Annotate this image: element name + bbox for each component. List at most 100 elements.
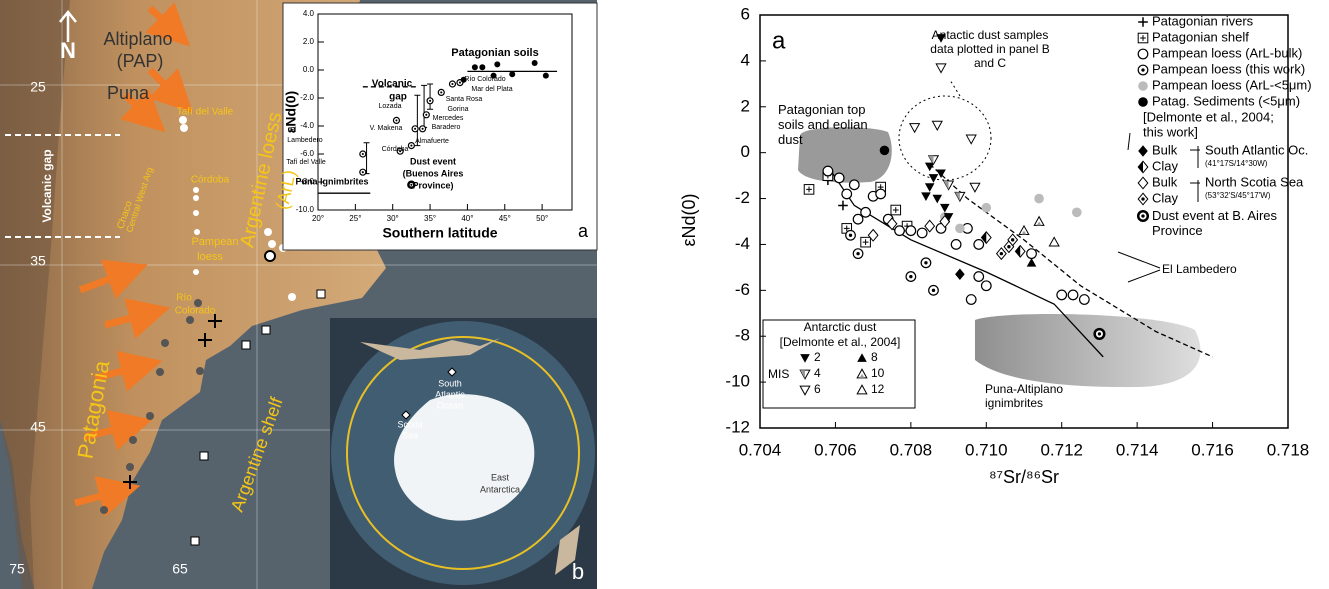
data-point [841,188,853,200]
x-tick-label: 30° [387,214,399,223]
legend-label: Dust event at B. Aires Province [1152,208,1278,238]
marker-part [1078,294,1090,305]
map-label: (PAP) [117,51,164,71]
marker-part [460,76,467,83]
data-point [1026,248,1037,260]
data-point [396,147,404,155]
marker-part [1011,238,1015,242]
y-tick-label: -4 [735,234,750,253]
data-point [857,353,867,362]
marker-part [843,225,850,232]
data-point [1014,244,1026,258]
annotation: Patagonian top soils and eolian dust [778,102,868,147]
x-tick-label: 25° [349,214,361,223]
north-arrow [59,9,77,42]
data-point [943,213,954,222]
marker-part [490,72,497,79]
annotation: Mercedes [433,115,464,122]
x-tick-label: 40° [461,214,473,223]
y-tick-label: 4 [741,50,750,69]
marker-part [980,280,992,292]
y-tick-label: -2.0 [300,93,314,102]
marker-part [458,81,461,84]
data-point [856,384,868,395]
marker-part [932,194,943,204]
legend-group: North Scotia Sea [1205,174,1304,189]
marker-part [879,145,890,156]
data-point [973,271,985,282]
x-tick-label: 0.704 [739,440,782,459]
marker-part [859,374,865,378]
data-point [411,125,419,133]
annotation: Córdoba [382,146,409,153]
y-tick-label: -10.0 [296,205,315,214]
data-point [890,204,902,216]
data-point [916,227,928,239]
y-tick-label: -12 [725,417,750,436]
map-label: Altiplano [103,29,172,49]
data-point [1093,327,1106,340]
antarctic-legend-label: 12 [871,382,885,396]
y-tick-label: -8 [735,326,750,345]
legend-group-sub: (53°32'S/45°17'W) [1205,191,1271,200]
data-point [920,257,932,269]
marker-part [399,150,402,153]
data-point [392,116,401,125]
data-point [1136,209,1150,223]
y-axis-label: εNd(0) [283,91,299,133]
marker-part [1007,245,1011,249]
marker-part [1137,176,1149,190]
plot-area [317,13,573,211]
data-point [940,203,950,213]
data-point [965,134,977,145]
data-point [833,172,845,184]
marker-part [440,91,443,94]
globe-label: East [491,472,510,482]
marker-part [1138,97,1148,107]
data-point [867,228,879,242]
marker-part [1015,245,1021,258]
data-point [936,34,946,43]
x-tick-label: 35° [424,214,436,223]
plot-area [759,14,1289,429]
marker-part [856,251,860,256]
data-point [460,76,467,83]
data-point [924,183,935,192]
data-point [927,155,940,166]
antarctic-label: MIS [768,367,789,381]
data-point [875,188,887,200]
annotation: Lozada [379,103,402,110]
marker-part [931,120,943,131]
marker-part [833,172,845,184]
marker-part [965,134,977,145]
marker-part [924,162,935,172]
annotation: Río Colorado [464,76,505,83]
data-point [980,280,992,292]
data-point [838,200,848,211]
data-point [969,182,981,193]
data-point [1018,224,1030,236]
data-point [359,150,367,158]
marker-part [867,228,879,242]
marker-part [361,152,364,156]
marker-part [935,63,947,74]
marker-part [822,165,834,177]
data-point [924,162,935,172]
marker-part [494,61,501,68]
marker-part [838,200,848,211]
data-point [490,72,497,79]
marker-part [924,219,936,233]
data-point [1137,160,1149,174]
wind-arrows [74,2,193,517]
annotation: Province) [412,180,453,190]
inset-panel [282,2,598,251]
x-tick-label: 45° [499,214,511,223]
globe-label: Antarctica [480,484,520,494]
legend-label: Clay [1152,190,1179,205]
data-point [973,239,985,250]
marker-part [862,239,869,246]
data-point [935,63,947,74]
marker-part [421,127,424,130]
legend-note: this work] [1143,124,1198,139]
data-point [852,213,864,225]
